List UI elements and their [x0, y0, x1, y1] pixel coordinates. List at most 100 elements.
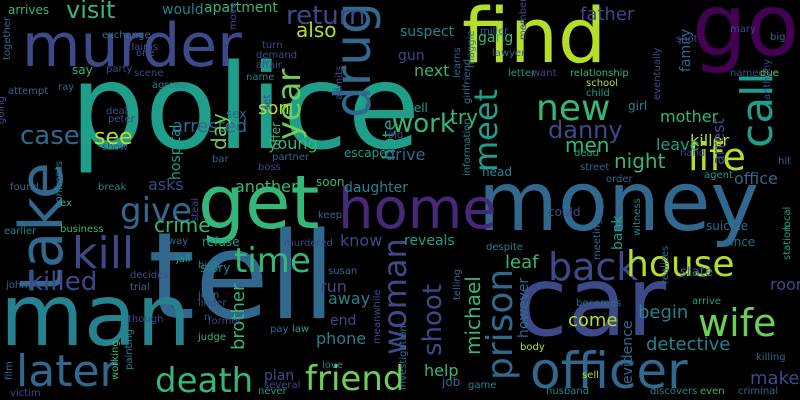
word-another: another — [235, 177, 298, 196]
word-friend: friend — [305, 359, 404, 399]
word-killing: killing — [756, 352, 786, 363]
word-street: street — [580, 162, 609, 173]
word-man: man — [0, 266, 191, 366]
word-drug: drug — [324, 2, 382, 118]
word-lawyer: lawyer — [492, 48, 526, 59]
word-information: information — [462, 118, 473, 176]
word-girl: girl — [628, 99, 647, 113]
word-work: work — [392, 109, 455, 139]
word-discovers: discovers — [650, 386, 697, 397]
word-deal: deal — [106, 106, 127, 117]
word-though: though — [128, 314, 163, 325]
word-named: named — [730, 68, 765, 79]
word-move: move — [228, 2, 239, 30]
word-sell: sell — [582, 370, 599, 381]
word-arrive: arrive — [692, 296, 721, 307]
word-victim: victim — [10, 388, 41, 399]
word-meanwhile: meanwhile — [372, 289, 383, 344]
word-demand: demand — [256, 50, 297, 61]
word-reveals: reveals — [404, 233, 455, 249]
word-would: would — [162, 2, 204, 18]
word-telling: telling — [452, 269, 463, 300]
word-plan: plan — [264, 368, 294, 384]
word-state: state — [680, 265, 713, 280]
word-next: next — [414, 61, 449, 80]
word-year: year — [270, 68, 308, 140]
word-n: n — [204, 312, 210, 323]
word-going: going — [0, 96, 7, 124]
word-bank: bank — [610, 215, 626, 250]
word-peter: peter — [108, 114, 136, 125]
word-room: room — [770, 275, 800, 294]
word-big: big — [770, 32, 785, 43]
word-daughter: daughter — [344, 180, 408, 196]
word-miller: miller — [480, 26, 509, 37]
word-together: together — [2, 16, 13, 60]
word-investigation: investigation — [398, 325, 409, 390]
word-suspect: suspect — [400, 24, 455, 40]
word-exchange: exchange — [102, 30, 151, 41]
word-evidence: evidence — [620, 321, 636, 384]
word-sex: sex — [226, 107, 247, 121]
word-husband: husband — [546, 386, 589, 397]
word-boss: boss — [258, 162, 281, 173]
word-gang: gang — [478, 30, 513, 46]
word-woman: woman — [376, 238, 414, 355]
word-back: back — [548, 245, 638, 289]
word-earlier: earlier — [4, 226, 37, 237]
word-several: several — [264, 380, 300, 391]
word-phone: phone — [316, 329, 366, 348]
word-away: away — [328, 289, 370, 308]
word-officer: officer — [530, 342, 688, 400]
word-agent: agent — [704, 170, 733, 181]
word-want: want — [532, 68, 557, 79]
word-order: order — [606, 174, 634, 185]
word-decides: decides — [130, 270, 169, 281]
word-business: business — [60, 224, 104, 235]
word-john: john — [5, 280, 28, 291]
word-could: could — [548, 205, 581, 219]
word-come: come — [568, 310, 618, 331]
word-former: former — [208, 316, 242, 327]
word-murdered: murdered — [284, 238, 333, 249]
word-scene: scene — [134, 68, 163, 79]
word-shoot: shoot — [418, 284, 448, 356]
word-murder: murder — [22, 11, 242, 81]
word-family: family — [678, 29, 694, 72]
word-help: help — [424, 361, 459, 380]
word-found: found — [10, 182, 39, 193]
word-new: new — [536, 88, 610, 129]
word-hotel: hotel — [379, 114, 400, 160]
word-drive: drive — [385, 145, 426, 164]
word-job: job — [441, 375, 460, 389]
word-see: see — [94, 125, 133, 150]
word-school: school — [586, 78, 618, 89]
word-hand: hand — [680, 148, 705, 159]
word-criminal: criminal — [738, 386, 778, 397]
word-take: take — [7, 162, 77, 292]
word-trial: trial — [130, 282, 150, 293]
word-say: say — [72, 63, 93, 77]
word-dead: dead — [574, 148, 599, 159]
word-becomes: becomes — [576, 298, 621, 309]
word-meet: meet — [467, 89, 505, 172]
word-body: body — [520, 342, 545, 353]
word-call: call — [732, 72, 783, 148]
word-film: film — [4, 361, 15, 380]
word-escape: escape — [344, 146, 387, 160]
word-death: death — [155, 361, 253, 400]
word-run: run — [320, 277, 347, 296]
word-also: also — [296, 18, 336, 42]
word-apartment: apartment — [204, 0, 278, 16]
word-hit: hit — [778, 156, 791, 167]
word-gun: gun — [398, 48, 425, 64]
word-day: day — [207, 113, 231, 150]
word-linder: linder — [198, 298, 227, 309]
word-letter: letter — [508, 68, 536, 79]
word-witness: witness — [632, 198, 643, 236]
word-leave: leave — [656, 135, 699, 154]
word-leaf: leaf — [505, 252, 539, 273]
word-pay: pay — [270, 324, 288, 335]
word-bar: bar — [212, 154, 229, 165]
word-way: way — [168, 236, 188, 247]
